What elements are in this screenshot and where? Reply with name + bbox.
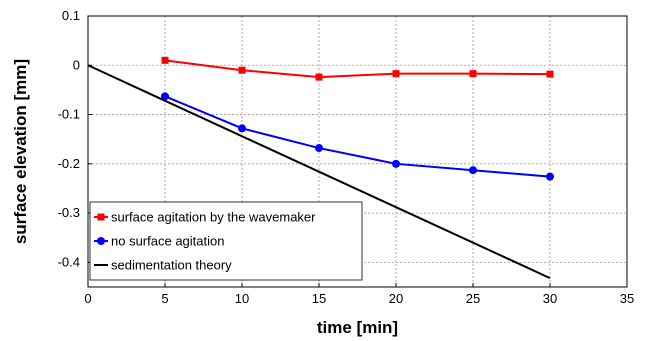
plot-frame	[87, 15, 628, 288]
data-point	[546, 70, 554, 78]
legend-marker	[97, 237, 105, 245]
x-tick-label: 10	[235, 291, 249, 306]
series-line	[87, 64, 551, 280]
legend-label: sedimentation theory	[111, 258, 232, 273]
series-2	[87, 64, 551, 280]
x-tick-label: 25	[466, 291, 480, 306]
x-tick-label: 35	[620, 291, 634, 306]
data-point	[315, 73, 323, 81]
x-tick-label: 0	[84, 291, 91, 306]
data-point	[392, 159, 400, 168]
data-point	[546, 172, 554, 181]
series-line	[164, 95, 551, 178]
legend-box	[89, 201, 363, 281]
data-point	[238, 66, 246, 74]
y-tick-label: 0	[73, 57, 80, 72]
y-tick-label: -0.2	[58, 156, 80, 171]
legend: surface agitation by the wavemaker no sur…	[89, 201, 363, 281]
legend-label: surface agitation by the wavemaker	[111, 210, 316, 225]
data-point	[392, 70, 400, 78]
y-tick-label: -0.3	[58, 205, 80, 220]
tick-labels: 0 5 10 15 20 25 30 35 0.1 0 -0.1 -0.2 -0.3 -0.4	[58, 8, 635, 306]
x-tick-label: 20	[389, 291, 403, 306]
data-point	[161, 92, 169, 101]
series-1	[161, 92, 554, 181]
legend-label: no surface agitation	[111, 234, 224, 249]
x-tick-label: 15	[312, 291, 326, 306]
series-line	[164, 59, 551, 79]
data-point	[315, 144, 323, 153]
y-axis-label: surface elevation [mm]	[11, 59, 30, 244]
x-tick-label: 5	[161, 291, 168, 306]
x-tick-label: 30	[543, 291, 557, 306]
y-tick-label: -0.1	[58, 107, 80, 122]
y-tick-label: 0.1	[62, 8, 80, 23]
data-point	[161, 56, 169, 64]
y-tick-label: -0.4	[58, 254, 80, 269]
series-layer	[87, 56, 554, 280]
data-point	[469, 70, 477, 78]
data-point	[469, 166, 477, 175]
series-0	[161, 56, 554, 81]
x-axis-label: time [min]	[317, 318, 398, 337]
data-point	[238, 124, 246, 133]
legend-marker	[97, 213, 105, 221]
